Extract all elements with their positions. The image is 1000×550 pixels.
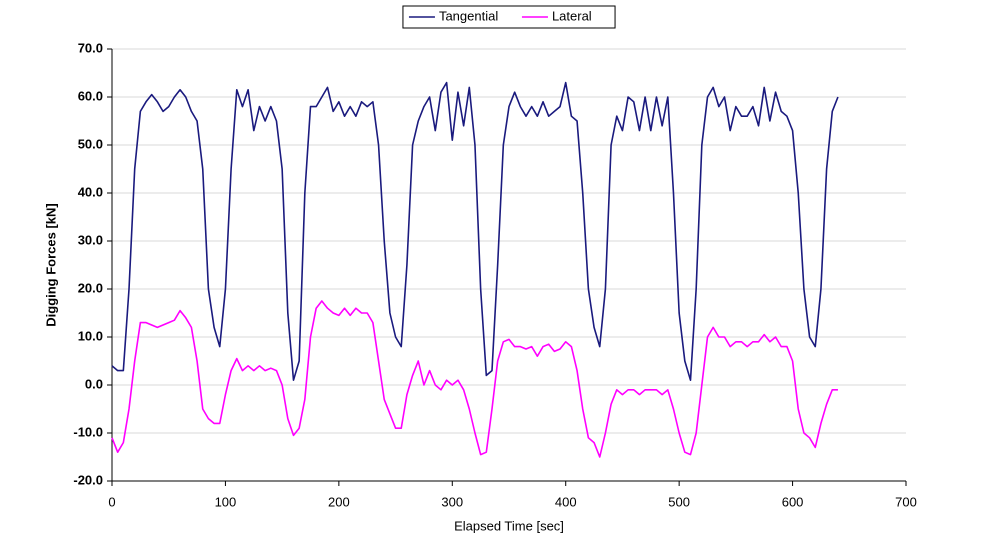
x-tick-label: 400 — [555, 494, 577, 509]
y-tick-label: 60.0 — [78, 88, 103, 103]
x-tick-label: 200 — [328, 494, 350, 509]
y-tick-label: -20.0 — [73, 472, 103, 487]
y-tick-label: -10.0 — [73, 424, 103, 439]
x-tick-label: 100 — [215, 494, 237, 509]
x-tick-label: 700 — [895, 494, 917, 509]
legend-box — [402, 5, 616, 29]
y-tick-label: 0.0 — [85, 376, 103, 391]
y-axis-label: Digging Forces [kN] — [43, 203, 58, 327]
x-tick-label: 500 — [668, 494, 690, 509]
x-tick-label: 600 — [782, 494, 804, 509]
legend-label: Tangential — [439, 8, 498, 23]
x-axis-label: Elapsed Time [sec] — [454, 518, 564, 533]
y-tick-label: 70.0 — [78, 40, 103, 55]
y-tick-label: 10.0 — [78, 328, 103, 343]
x-tick-label: 0 — [108, 494, 115, 509]
y-tick-label: 20.0 — [78, 280, 103, 295]
y-tick-label: 40.0 — [78, 184, 103, 199]
data-line — [111, 81, 839, 381]
data-line — [111, 300, 838, 458]
y-tick-label: 30.0 — [78, 232, 103, 247]
x-tick-label: 300 — [441, 494, 463, 509]
y-tick-label: 50.0 — [78, 136, 103, 151]
legend-label: Lateral — [552, 8, 592, 23]
